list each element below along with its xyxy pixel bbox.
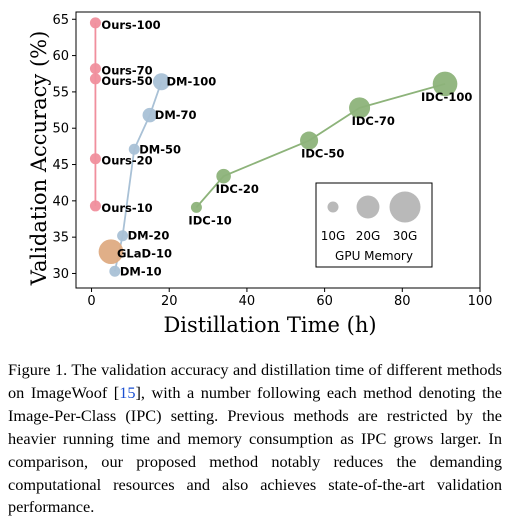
y-axis-title: Validation Accuracy (%)	[27, 31, 51, 287]
data-point	[432, 71, 458, 97]
data-point	[89, 63, 101, 75]
y-tick-label: 50	[52, 122, 69, 137]
data-label: Ours-50	[101, 74, 152, 88]
y-tick-label: 35	[52, 231, 69, 246]
legend-entry-label: 20G	[356, 229, 381, 243]
x-tick-label: 0	[87, 294, 95, 309]
caption-text-start: Figure 1. The validation accuracy and di…	[8, 360, 502, 402]
figure-caption: Figure 1. The validation accuracy and di…	[8, 359, 502, 519]
data-point	[89, 200, 101, 212]
legend-marker	[327, 201, 339, 213]
data-point	[98, 239, 124, 265]
data-point	[128, 143, 140, 155]
data-point	[89, 73, 101, 85]
data-point	[142, 107, 158, 123]
y-tick-label: 30	[52, 267, 69, 282]
figure-chart: 0 20 40 60 80 100 30 35 40 45 50 55 60 65 Ours-100 Ours…	[27, 11, 493, 337]
data-point	[190, 201, 202, 213]
data-point	[349, 97, 371, 119]
data-label: Ours-70	[101, 64, 152, 78]
data-label: DM-10	[120, 264, 162, 278]
legend-entry-label: 10G	[321, 229, 346, 243]
y-tick-label: 60	[52, 49, 69, 64]
data-label: DM-70	[155, 108, 197, 122]
x-tick-label: 60	[316, 294, 333, 309]
y-tick-label: 45	[52, 158, 69, 173]
data-label: DM-100	[166, 75, 216, 89]
x-tick-label: 40	[239, 294, 256, 309]
data-label: IDC-10	[188, 213, 231, 227]
data-point	[109, 265, 121, 277]
data-point	[89, 153, 101, 165]
x-tick-label: 100	[468, 294, 493, 309]
data-label: IDC-70	[352, 114, 395, 128]
citation-link[interactable]: 15	[119, 382, 136, 402]
x-tick-label: 20	[161, 294, 178, 309]
legend-marker	[389, 191, 421, 223]
legend-entry-label: 30G	[393, 229, 418, 243]
data-point	[300, 131, 319, 150]
chart-svg: 0 20 40 60 80 100 30 35 40 45 50 55 60 65 Ours-100 Ours…	[27, 11, 493, 337]
y-tick-label: 65	[52, 13, 69, 28]
data-label: IDC-100	[421, 90, 472, 104]
data-point	[152, 73, 170, 91]
data-point	[216, 168, 231, 184]
y-tick-label: 55	[52, 85, 69, 100]
plot-frame	[75, 11, 481, 289]
legend-title: GPU Memory	[335, 249, 413, 263]
data-label: DM-50	[139, 142, 181, 156]
y-tick-label: 40	[52, 194, 69, 209]
data-label: GLaD-10	[117, 247, 172, 261]
data-label: Ours-20	[101, 154, 152, 168]
x-axis-title: Distillation Time (h)	[163, 313, 376, 337]
data-label: DM-20	[128, 229, 170, 243]
data-point	[117, 230, 129, 242]
legend-marker	[356, 195, 380, 219]
caption-text-end: ], with a number following each method d…	[8, 382, 502, 517]
data-point	[89, 17, 101, 29]
x-tick-label: 80	[394, 294, 411, 309]
data-label: IDC-50	[301, 147, 344, 161]
data-label: IDC-20	[216, 182, 259, 196]
data-label: Ours-10	[101, 201, 152, 215]
data-label: Ours-100	[101, 18, 160, 32]
